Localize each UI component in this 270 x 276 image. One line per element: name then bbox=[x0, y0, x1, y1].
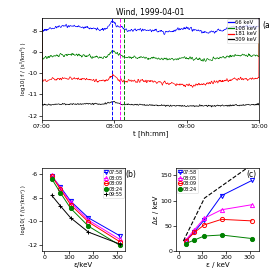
Text: (b): (b) bbox=[126, 170, 137, 179]
Text: (c): (c) bbox=[247, 170, 257, 179]
X-axis label: t [hh:mm]: t [hh:mm] bbox=[133, 130, 168, 137]
Title: Wind, 1999-04-01: Wind, 1999-04-01 bbox=[116, 8, 185, 17]
Legend: 66 keV, 108 keV, 181 keV, 309 keV: 66 keV, 108 keV, 181 keV, 309 keV bbox=[227, 19, 258, 43]
Y-axis label: Δε / keV: Δε / keV bbox=[153, 195, 159, 224]
Legend: 07:58, 08:05, 08:09, 08:24, 09:55: 07:58, 08:05, 08:09, 08:24, 09:55 bbox=[103, 169, 124, 198]
X-axis label: ε / keV: ε / keV bbox=[206, 262, 229, 268]
X-axis label: ε/keV: ε/keV bbox=[74, 262, 93, 268]
Y-axis label: log10( f /(s³/km⁶) ): log10( f /(s³/km⁶) ) bbox=[21, 185, 26, 234]
Y-axis label: log10( f / (s³/km⁶) ): log10( f / (s³/km⁶) ) bbox=[20, 43, 26, 95]
Text: (a): (a) bbox=[262, 21, 270, 30]
Legend: 07:58, 08:05, 08:09, 08:24: 07:58, 08:05, 08:09, 08:24 bbox=[177, 169, 198, 193]
